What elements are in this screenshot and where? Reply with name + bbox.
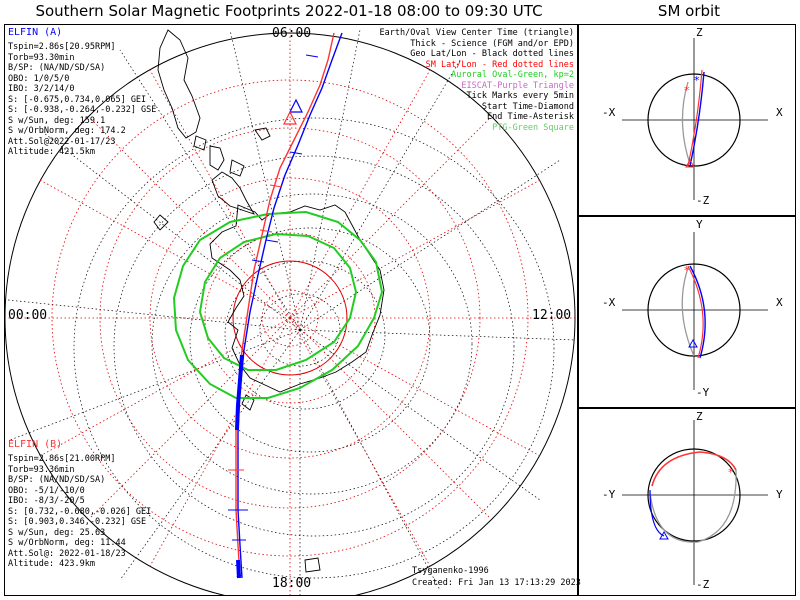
legend-entry: Earth/Oval View Center Time (triangle) <box>379 28 574 38</box>
orbit2-left: -X <box>602 296 616 309</box>
elfin-a-line: B/SP: (NA/ND/SD/SA) <box>8 63 106 73</box>
elfin-b-center-triangle <box>283 110 297 125</box>
elfin-b-info: Tspin=2.86s[21.00RPM] Torb=93.36min B/SP: … <box>8 454 151 570</box>
elfin-a-line: Torb=93.30min <box>8 52 75 63</box>
elfin-a-line: S: [-0.675,0.734,0.065] GEI <box>8 94 147 105</box>
legend-entry: EISCAT-Purple Triangle <box>461 80 574 91</box>
elfin-a-line: OBO: 1/0/5/0 <box>8 73 70 84</box>
orbit3-bottom: -Z <box>696 578 710 591</box>
orbit-xy: * <box>622 232 768 390</box>
credit-author: Tsyganenko-1996 <box>412 566 489 576</box>
elfin-b-name: ELFIN (B) <box>8 439 63 450</box>
sm-grid <box>8 28 575 595</box>
elfin-b-track <box>235 32 335 579</box>
credit-created: Created: Fri Jan 13 17:13:29 2023 <box>412 578 581 588</box>
elfin-b-line: Torb=93.36min <box>8 464 75 475</box>
orbit1-top: Z <box>696 26 703 39</box>
elfin-b-line: IBO: -8/3/-20/5 <box>8 496 85 506</box>
elfin-b-line: S w/OrbNorm, deg: 11.44 <box>8 538 126 548</box>
orbit2-bottom: -Y <box>696 386 710 399</box>
auroral-oval-inner <box>198 232 358 371</box>
elfin-a-name: ELFIN (A) <box>8 27 63 38</box>
sm-pole-circle <box>232 260 348 376</box>
elfin-a-science-segment-end <box>236 559 241 579</box>
coastlines <box>153 29 385 573</box>
legend-entry: Tick Marks every 5min <box>466 91 574 101</box>
legend-entry: Thick - Science (FGM and/or EPD) <box>410 38 574 49</box>
svg-text:*: * <box>684 84 690 97</box>
elfin-a-ticks <box>228 54 319 541</box>
orbit3-top: Z <box>696 410 703 423</box>
elfin-a-info: Tspin=2.86s[20.95RPM] Torb=93.30min B/SP: … <box>8 42 156 158</box>
legend: Earth/Oval View Center Time (triangle) Th… <box>380 28 574 133</box>
orbit3-right: Y <box>776 488 783 501</box>
elfin-a-line: Altitude: 421.5km <box>8 147 95 157</box>
geo-grid <box>7 29 576 595</box>
map-label-right: 12:00 <box>532 308 572 323</box>
elfin-b-line: OBO: -5/1/-10/0 <box>8 485 85 496</box>
elfin-a-line: Att.Sol@2022-01-17/23 <box>8 136 116 147</box>
orbit-title: SM orbit <box>657 2 721 20</box>
elfin-b-line: Altitude: 423.9km <box>8 559 95 569</box>
svg-text:*: * <box>694 74 700 87</box>
orbit1-right: X <box>776 106 783 119</box>
plot-title: Southern Solar Magnetic Footprints 2022-… <box>35 2 543 20</box>
auroral-oval-outer <box>172 210 384 399</box>
orbit-xz: * * <box>622 38 768 200</box>
legend-entry: Geo Lat/Lon - Black dotted lines <box>410 49 574 59</box>
map-label-left: 00:00 <box>8 308 48 323</box>
elfin-a-line: S: [-0.938,-0.264,-0.232] GSE <box>8 105 157 115</box>
legend-entry: PTG-Green Square <box>492 122 574 133</box>
map-frame <box>4 24 578 596</box>
elfin-a-line: S w/Sun, deg: 159.1 <box>8 115 106 126</box>
orbit2-right: X <box>776 296 783 309</box>
elfin-a-line: S w/OrbNorm, deg: 174.2 <box>8 126 126 136</box>
polar-map: * <box>5 28 576 595</box>
elfin-a-end-asterisk: * <box>236 570 243 586</box>
elfin-a-track <box>237 32 343 579</box>
elfin-a-line: IBO: 3/2/14/0 <box>8 84 75 94</box>
orbit1-bottom: -Z <box>696 194 710 207</box>
legend-entry: Start Time-Diamond <box>481 101 574 112</box>
legend-entry: SM Lat/Lon - Red dotted lines <box>425 59 574 70</box>
elfin-b-line: B/SP: (NA/ND/SD/SA) <box>8 475 106 485</box>
elfin-b-line: Att.Sol@: 2022-01-18/23 <box>8 548 126 559</box>
elfin-b-line: Tspin=2.86s[21.00RPM] <box>8 454 116 464</box>
elfin-b-ticks <box>228 184 283 471</box>
elfin-a-science-segment <box>235 354 244 431</box>
orbit-panel-yz <box>578 408 796 596</box>
legend-entry: Auroral Oval-Green, kp=2 <box>451 70 574 80</box>
elfin-b-line: S: [0.732,-0.680,-0.026] GEI <box>8 506 152 517</box>
elfin-a-line: Tspin=2.86s[20.95RPM] <box>8 42 116 52</box>
orbit-panel-xy <box>578 216 796 408</box>
elfin-b-line: S w/Sun, deg: 25.63 <box>8 527 106 538</box>
orbit2-top: Y <box>696 218 703 231</box>
elfin-a-center-triangle <box>289 98 303 113</box>
svg-text:*: * <box>728 466 734 479</box>
orbit-panel-xz <box>578 24 796 216</box>
orbit1-left: -X <box>602 106 616 119</box>
legend-entry: End Time-Asterisk <box>487 112 574 122</box>
orbit-yz: * <box>622 420 768 585</box>
orbit3-left: -Y <box>602 488 616 501</box>
map-label-top: 06:00 <box>272 26 312 41</box>
map-label-bottom: 18:00 <box>272 576 312 591</box>
elfin-b-line: S: [0.903,0.346,-0.232] GSE <box>8 517 147 527</box>
svg-text:*: * <box>684 264 690 277</box>
